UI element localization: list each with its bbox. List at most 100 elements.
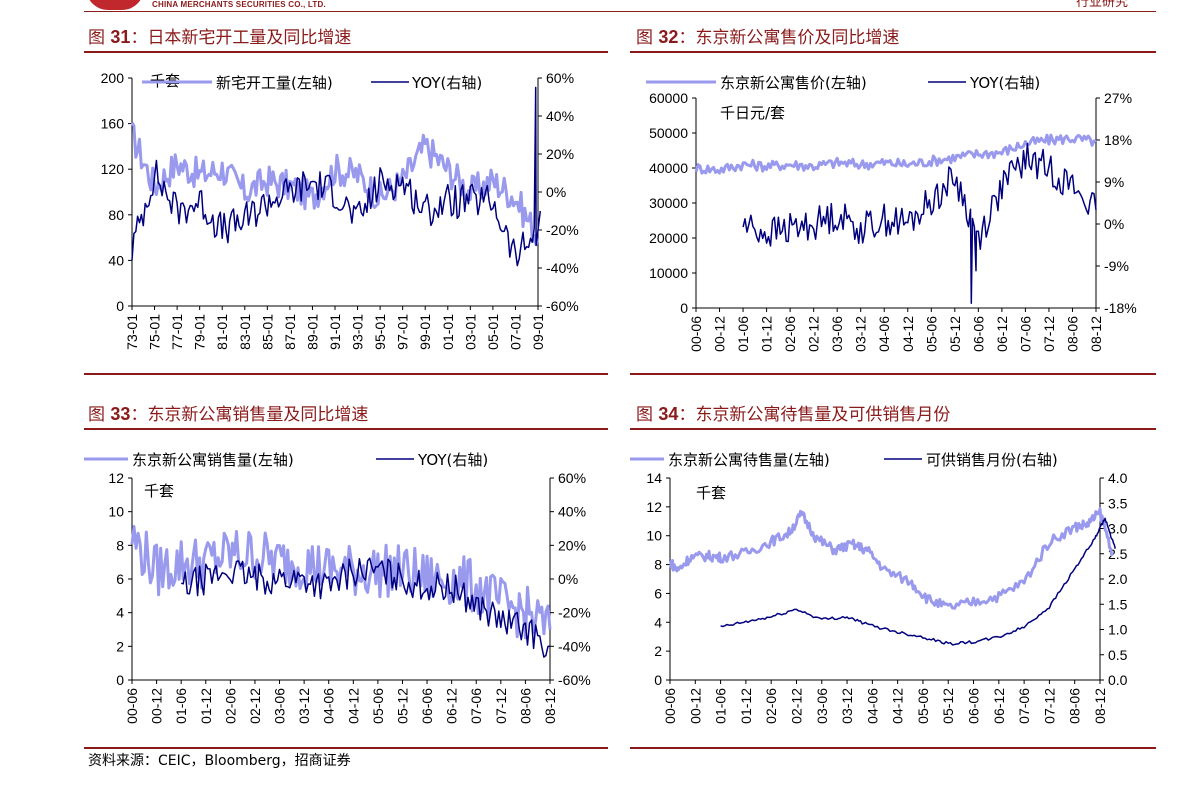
figure-32-rule-bottom <box>630 373 1156 375</box>
x-tick-label: 73-01 <box>124 314 140 350</box>
y-tick-label-right: 40% <box>546 108 574 124</box>
y-tick-label-right: 4.0 <box>1108 470 1128 486</box>
y-tick-label-right: -40% <box>558 638 591 654</box>
x-tick-label: 01-12 <box>759 316 775 352</box>
figure-34-prefix: 图 <box>636 405 653 425</box>
x-tick-label: 95-01 <box>372 314 388 350</box>
x-tick-label: 75-01 <box>147 314 163 350</box>
y-tick-label-right: 18% <box>1104 132 1132 148</box>
series-line-left <box>694 133 1097 175</box>
x-tick-label: 02-12 <box>806 316 822 352</box>
y-tick-label-left: 8 <box>654 557 662 573</box>
x-tick-label: 00-06 <box>688 316 704 352</box>
x-tick-label: 77-01 <box>169 314 185 350</box>
x-tick-label: 01-06 <box>735 316 751 352</box>
x-tick-label: 08-06 <box>1067 688 1083 724</box>
y-tick-label-right: 3.0 <box>1108 521 1128 537</box>
legend-label-left: 东京新公寓待售量(左轴) <box>668 451 830 469</box>
x-tick-label: 07-06 <box>468 688 484 724</box>
figure-33-sep: ： <box>130 405 148 425</box>
figure-32-rule-top <box>630 51 1156 53</box>
y-tick-label-left: 8 <box>116 537 124 553</box>
y-tick-label-right: 0.0 <box>1108 672 1128 688</box>
y-tick-label-right: -20% <box>558 605 591 621</box>
y-tick-label-right: -9% <box>1104 258 1129 274</box>
x-tick-label: 02-06 <box>222 688 238 724</box>
chart-34-svg: 0 2 4 6 8 10 12 14 0.0 0.5 1.0 1.5 2.0 2.5 3.0 3.5 4.0 00… <box>630 451 1128 724</box>
x-tick-label: 03-06 <box>272 688 288 724</box>
x-tick-label: 08-12 <box>542 688 558 724</box>
x-tick-label: 06-06 <box>966 688 982 724</box>
y-tick-label-left: 200 <box>101 70 125 86</box>
x-tick-label: 09-01 <box>530 314 546 350</box>
x-tick-label: 87-01 <box>282 314 298 350</box>
x-tick-label: 02-06 <box>763 688 779 724</box>
y-tick-label-right: 1.0 <box>1108 622 1128 638</box>
x-tick-label: 00-12 <box>687 688 703 724</box>
y-tick-label-left: 2 <box>654 643 662 659</box>
figure-32-title: 图 32：东京新公寓售价及同比增速 <box>636 26 899 48</box>
series-line-left <box>669 507 1114 610</box>
x-tick-label: 07-06 <box>1017 316 1033 352</box>
figure-34-title: 图 34：东京新公寓待售量及可供销售月份 <box>636 403 950 425</box>
y-tick-label-right: -18% <box>1104 300 1137 316</box>
y-tick-label-left: 160 <box>101 116 125 132</box>
x-tick-label: 03-12 <box>296 688 312 724</box>
x-tick-label: 03-12 <box>839 688 855 724</box>
series-line-right <box>742 142 1097 305</box>
y-tick-label-left: 12 <box>646 499 662 515</box>
x-tick-label: 02-12 <box>247 688 263 724</box>
figure-32-number: 32 <box>658 27 679 47</box>
figure-34-rule-top <box>630 428 1156 430</box>
x-tick-label: 04-06 <box>321 688 337 724</box>
x-tick-label: 07-12 <box>493 688 509 724</box>
y-tick-label-left: 0 <box>654 672 662 688</box>
x-tick-label: 08-12 <box>1088 316 1104 352</box>
x-tick-label: 01-01 <box>440 314 456 350</box>
x-tick-label: 06-06 <box>970 316 986 352</box>
x-tick-label: 91-01 <box>327 314 343 350</box>
x-tick-label: 06-12 <box>991 688 1007 724</box>
x-tick-label: 05-06 <box>370 688 386 724</box>
x-tick-label: 85-01 <box>259 314 275 350</box>
y-tick-label-right: 2.0 <box>1108 571 1128 587</box>
y-tick-label-right: 0.5 <box>1108 647 1128 663</box>
y-tick-label-right: 60% <box>558 470 586 486</box>
x-tick-label: 03-06 <box>814 688 830 724</box>
legend-label-right: YOY(右轴) <box>417 451 488 469</box>
y-tick-label-left: 12 <box>108 470 124 486</box>
x-tick-label: 06-12 <box>994 316 1010 352</box>
y-tick-label-left: 20000 <box>649 230 688 246</box>
x-tick-label: 06-06 <box>419 688 435 724</box>
series-line-left <box>130 525 552 640</box>
y-tick-label-left: 40 <box>108 252 124 268</box>
unit-label: 千套 <box>696 484 726 502</box>
x-tick-label: 08-12 <box>1092 688 1108 724</box>
x-tick-label: 08-06 <box>517 688 533 724</box>
legend-label-right: 可供销售月份(右轴) <box>926 451 1058 469</box>
legend-label-right: YOY(右轴) <box>969 74 1040 92</box>
y-tick-label-left: 120 <box>101 161 125 177</box>
x-tick-label: 93-01 <box>350 314 366 350</box>
figure-31-sep: ： <box>130 28 148 48</box>
figure-33-prefix: 图 <box>88 405 105 425</box>
x-tick-label: 97-01 <box>395 314 411 350</box>
x-tick-label: 07-06 <box>1016 688 1032 724</box>
chart-34: 0 2 4 6 8 10 12 14 0.0 0.5 1.0 1.5 2.0 2.5 3.0 3.5 4.0 00… <box>630 432 1156 744</box>
series-line-left <box>130 121 540 247</box>
y-tick-label-left: 60000 <box>649 90 688 106</box>
figure-31-rule-top <box>84 51 608 53</box>
unit-label: 千日元/套 <box>720 104 785 122</box>
x-tick-label: 79-01 <box>192 314 208 350</box>
report-header: CHINA MERCHANTS SECURITIES CO., LTD. 行业研… <box>0 0 1190 12</box>
y-tick-label-right: -40% <box>546 260 579 276</box>
y-tick-label-left: 50000 <box>649 125 688 141</box>
figure-33-number: 33 <box>110 404 131 424</box>
x-tick-label: 08-06 <box>1064 316 1080 352</box>
y-tick-label-right: -60% <box>546 298 579 314</box>
figure-32-sep: ： <box>678 28 696 48</box>
y-tick-label-left: 0 <box>116 672 124 688</box>
chart-31: 0 40 80 120 160 200 -60% -40% -20% 0% 20% 40% 60% 73-… <box>84 56 608 370</box>
section-label: 行业研究 <box>1075 0 1128 10</box>
y-tick-label-right: 1.5 <box>1108 596 1128 612</box>
